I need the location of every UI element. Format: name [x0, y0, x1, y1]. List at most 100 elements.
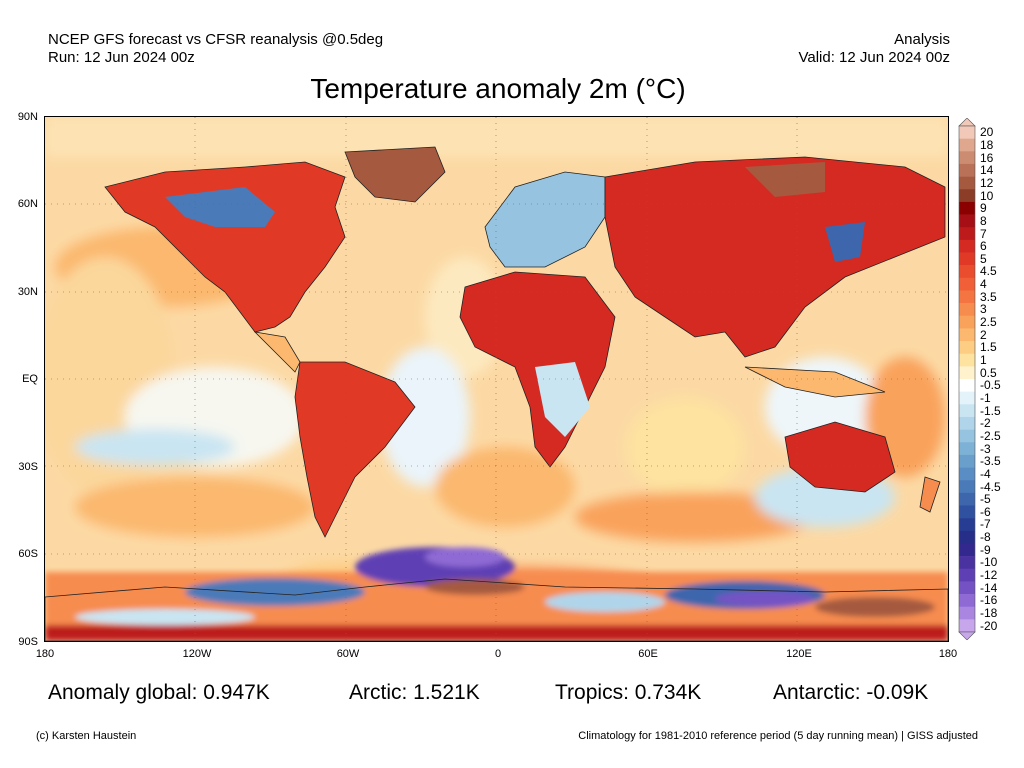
lon-label-120w: 120W — [182, 648, 212, 660]
australia — [784, 421, 896, 493]
colorbar-tick-label: 16 — [980, 150, 994, 165]
colorbar-swatch — [959, 290, 975, 304]
lon-label-60w: 60W — [336, 648, 360, 660]
colorbar-tick-label: 5 — [980, 251, 987, 266]
new-zealand — [919, 476, 941, 513]
copyright-credit: (c) Karsten Haustein — [36, 730, 137, 742]
colorbar-tick-label: -5 — [980, 492, 991, 507]
colorbar-tick-label: -8 — [980, 530, 991, 545]
colorbar-swatch — [959, 416, 975, 430]
colorbar-swatch — [959, 530, 975, 544]
lon-label-180w: 180 — [35, 648, 55, 660]
colorbar-tick-label: -10 — [980, 555, 998, 570]
colorbar-swatch — [959, 492, 975, 506]
colorbar-swatch — [959, 151, 975, 165]
colorbar-tick-label: -1 — [980, 390, 991, 405]
colorbar-swatch — [959, 265, 975, 279]
colorbar-swatch — [959, 505, 975, 519]
lon-label-180e: 180 — [938, 648, 958, 660]
colorbar-tick-label: 20 — [980, 125, 994, 140]
colorbar-swatch — [959, 303, 975, 317]
colorbar-swatch — [959, 126, 975, 139]
colorbar-tick-label: 4.5 — [980, 264, 997, 279]
lat-label-60s: 60S — [18, 548, 38, 560]
colorbar-tick-label: -18 — [980, 606, 998, 621]
colorbar-tick-label: 18 — [980, 137, 994, 152]
colorbar-swatch — [959, 606, 975, 620]
colorbar-swatch — [959, 454, 975, 468]
colorbar-swatch — [959, 252, 975, 266]
colorbar-swatch — [959, 429, 975, 443]
colorbar-top-arrow — [958, 118, 976, 127]
colorbar-tick-label: -14 — [980, 580, 998, 595]
central-america — [253, 331, 301, 373]
valid-time-text: Valid: 12 Jun 2024 00z — [798, 49, 950, 66]
colorbar-swatch — [959, 341, 975, 354]
colorbar-swatch — [959, 328, 975, 342]
continents — [45, 146, 948, 641]
north-america — [104, 161, 346, 333]
colorbar-swatch — [959, 214, 975, 228]
colorbar-swatch — [959, 594, 975, 607]
colorbar-swatch — [959, 619, 975, 633]
asia — [604, 156, 946, 358]
colorbar-swatch — [959, 315, 975, 329]
colorbar-tick-label: 8 — [980, 213, 987, 228]
colorbar-tick-label: -12 — [980, 568, 998, 583]
lat-label-60n: 60N — [17, 198, 38, 210]
colorbar-tick-label: -2 — [980, 416, 991, 431]
greenland — [344, 146, 446, 203]
colorbar-tick-label: 3.5 — [980, 289, 997, 304]
antarctic-anomaly-stat: Antarctic: -0.09K — [773, 681, 929, 704]
run-time-text: Run: 12 Jun 2024 00z — [48, 49, 195, 66]
colorbar-swatch — [959, 543, 975, 557]
colorbar-swatch — [959, 176, 975, 190]
tropics-anomaly-stat: Tropics: 0.734K — [555, 681, 702, 704]
mode-text: Analysis — [894, 31, 950, 48]
colorbar-tick-label: 12 — [980, 175, 994, 190]
anomaly-map — [44, 116, 949, 642]
climatology-note: Climatology for 1981-2010 reference peri… — [578, 730, 978, 742]
colorbar-swatch — [959, 201, 975, 215]
colorbar-tick-label: 6 — [980, 239, 987, 254]
anomaly-map-graphic — [45, 117, 948, 641]
europe — [484, 171, 606, 268]
lat-label-90n: 90N — [17, 111, 38, 123]
colorbar-swatch — [959, 391, 975, 405]
colorbar-swatch — [959, 239, 975, 253]
colorbar-tick-label: -0.5 — [980, 378, 1001, 393]
lon-label-0: 0 — [494, 648, 502, 660]
colorbar-tick-label: 10 — [980, 188, 994, 203]
lon-label-60e: 60E — [638, 648, 658, 660]
colorbar-swatch — [959, 518, 975, 532]
maritime-continent — [744, 366, 886, 398]
colorbar-swatch — [959, 404, 975, 418]
colorbar-tick-label: -2.5 — [980, 428, 1001, 443]
colorbar-tick-label: 2 — [980, 327, 987, 342]
antarctic-anomaly — [45, 547, 948, 641]
colorbar-tick-label: 9 — [980, 201, 987, 216]
colorbar-swatch — [959, 366, 975, 380]
colorbar-swatch — [959, 227, 975, 241]
lat-label-30s: 30S — [18, 461, 38, 473]
colorbar-swatch — [959, 163, 975, 177]
colorbar-tick-label: -20 — [980, 618, 998, 633]
colorbar-tick-label: 7 — [980, 226, 987, 241]
colorbar-tick-label: 2.5 — [980, 315, 997, 330]
colorbar-swatch — [959, 189, 975, 203]
colorbar-tick-label: -3.5 — [980, 454, 1001, 469]
antarctica-coast — [45, 578, 948, 641]
colorbar — [958, 118, 976, 640]
colorbar-tick-label: 4 — [980, 277, 987, 292]
lat-label-eq: EQ — [22, 373, 38, 385]
colorbar-swatch — [959, 353, 975, 367]
global-anomaly-stat: Anomaly global: 0.947K — [48, 681, 270, 704]
colorbar-swatch — [959, 467, 975, 481]
colorbar-swatch — [959, 379, 975, 392]
colorbar-bottom-arrow — [958, 631, 976, 640]
colorbar-tick-label: 0.5 — [980, 365, 997, 380]
colorbar-swatch — [959, 556, 975, 570]
colorbar-swatch — [959, 480, 975, 494]
colorbar-swatch — [959, 442, 975, 456]
lon-label-120e: 120E — [786, 648, 812, 660]
